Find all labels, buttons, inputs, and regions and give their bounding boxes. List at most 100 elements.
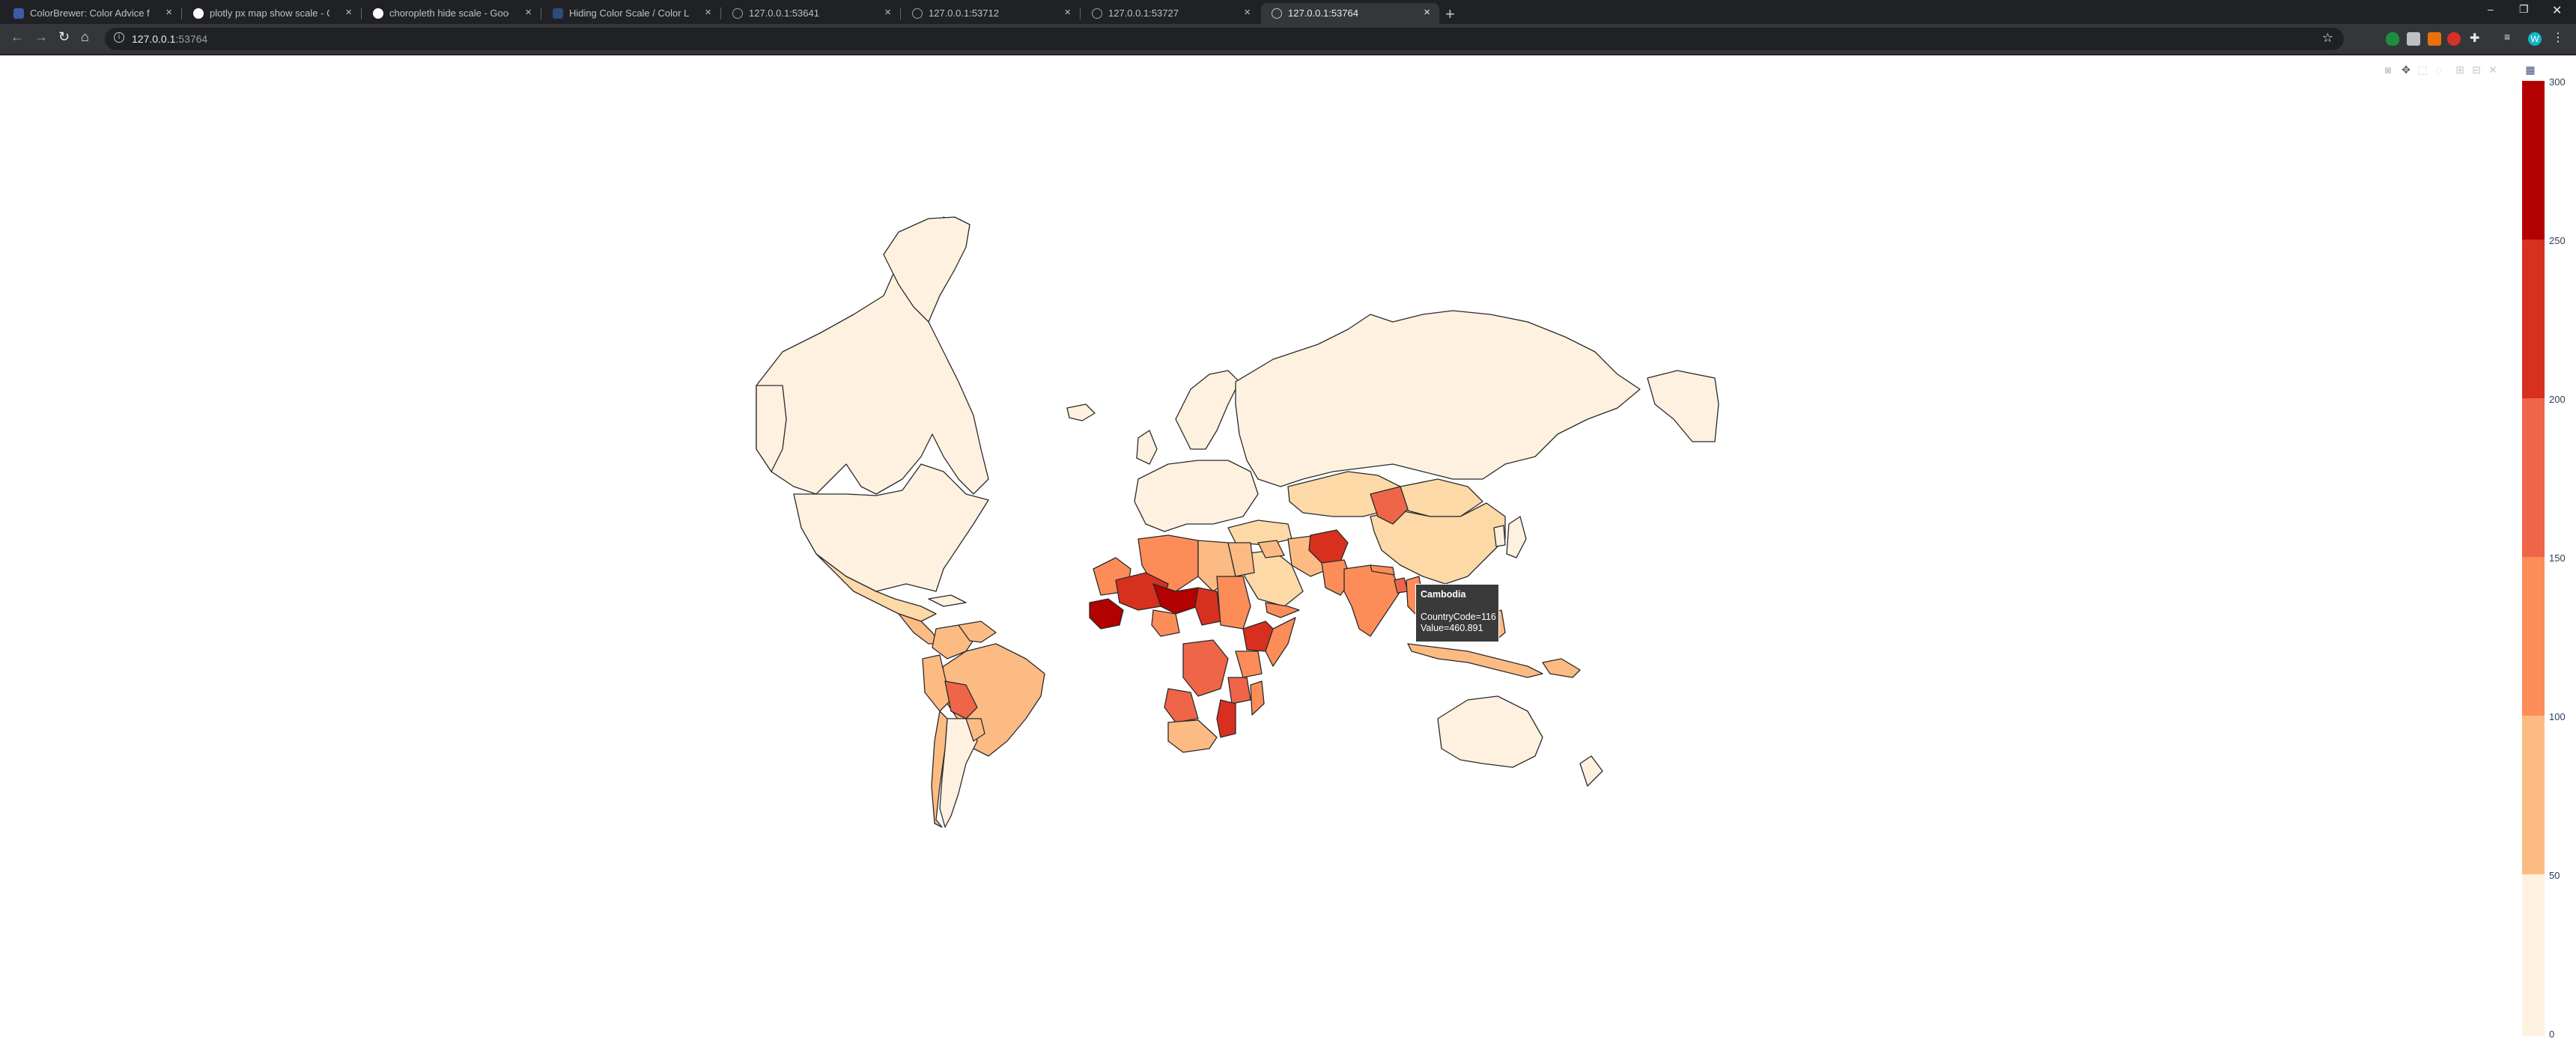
zoom-in-icon[interactable]: ⊞ xyxy=(2455,64,2464,76)
country-russia[interactable] xyxy=(1235,310,1641,487)
country-chukotka[interactable] xyxy=(1647,370,1719,442)
tab-title: plotly px map show scale - Goog... xyxy=(210,7,329,19)
close-tab-icon[interactable]: × xyxy=(1244,6,1251,19)
country-paraguay[interactable] xyxy=(965,718,985,742)
close-tab-icon[interactable]: × xyxy=(705,6,711,19)
lasso-select-icon[interactable]: ◌ xyxy=(2435,64,2443,76)
country-angola[interactable] xyxy=(1164,688,1199,723)
reset-view-icon[interactable]: ✕ xyxy=(2488,64,2497,76)
globe-icon xyxy=(1272,8,1282,19)
country-alaska[interactable] xyxy=(756,385,787,472)
address-bar[interactable]: i 127.0.0.1:53764 ☆ xyxy=(105,28,2344,50)
country-mozambique[interactable] xyxy=(1216,699,1236,738)
media-control-icon[interactable]: ≡ xyxy=(2504,31,2511,43)
country-chad[interactable] xyxy=(1194,587,1221,626)
country-papua[interactable] xyxy=(1542,658,1581,678)
close-tab-icon[interactable]: × xyxy=(345,6,352,19)
browser-tab-active[interactable]: 127.0.0.1:53764 × xyxy=(1261,3,1439,24)
country-korea[interactable] xyxy=(1493,525,1506,547)
browser-tab[interactable]: 127.0.0.1:53641 × xyxy=(722,3,901,24)
hover-tooltip: Cambodia CountryCode=116 Value=460.891 xyxy=(1415,584,1499,642)
browser-menu-icon[interactable]: ⋮ xyxy=(2552,31,2564,44)
shield-extension-icon[interactable] xyxy=(2386,32,2399,46)
reload-button[interactable]: ↻ xyxy=(58,29,70,44)
puzzle-extensions-icon[interactable]: ✚ xyxy=(2470,32,2480,45)
country-turkey[interactable] xyxy=(1227,520,1292,546)
profile-avatar[interactable]: W xyxy=(2528,32,2542,46)
country-drc[interactable] xyxy=(1182,639,1229,697)
globe-icon xyxy=(1092,8,1102,19)
country-nigeria[interactable] xyxy=(1151,609,1180,637)
plotly-community-favicon-icon xyxy=(553,8,563,19)
camera-icon[interactable]: ◙ xyxy=(2384,64,2392,76)
country-egypt[interactable] xyxy=(1227,542,1255,577)
close-tab-icon[interactable]: × xyxy=(165,6,172,19)
globe-icon xyxy=(732,8,743,19)
globe-icon xyxy=(912,8,923,19)
colorbar-tick: 50 xyxy=(2549,870,2560,881)
browser-tab[interactable]: 127.0.0.1:53712 × xyxy=(902,3,1081,24)
back-button[interactable]: ← xyxy=(10,29,24,44)
close-tab-icon[interactable]: × xyxy=(525,6,532,19)
browser-tab[interactable]: choropleth hide scale - Google S... × xyxy=(362,3,541,24)
country-greenland[interactable] xyxy=(883,216,970,323)
country-kenya[interactable] xyxy=(1235,651,1263,678)
country-scandinavia[interactable] xyxy=(1175,370,1240,450)
country-uk[interactable] xyxy=(1136,430,1158,465)
country-madagascar[interactable] xyxy=(1250,680,1265,716)
country-iraq[interactable] xyxy=(1257,540,1285,558)
close-tab-icon[interactable]: × xyxy=(1064,6,1071,19)
close-tab-icon[interactable]: × xyxy=(884,6,891,19)
box-select-icon[interactable]: ⬚ xyxy=(2417,64,2428,76)
country-japan[interactable] xyxy=(1506,516,1527,558)
minimize-button[interactable]: – xyxy=(2488,3,2494,15)
country-nepal[interactable] xyxy=(1370,564,1395,576)
restore-button[interactable]: ❐ xyxy=(2519,3,2529,15)
country-india[interactable] xyxy=(1343,564,1401,637)
browser-tab[interactable]: plotly px map show scale - Goog... × xyxy=(183,3,362,24)
country-bangladesh[interactable] xyxy=(1394,577,1409,594)
country-europe-west[interactable] xyxy=(1134,460,1259,532)
country-mongolia[interactable] xyxy=(1400,478,1483,517)
country-somalia[interactable] xyxy=(1265,617,1296,667)
plotly-logo-icon[interactable]: ▦ xyxy=(2525,64,2536,76)
country-australia[interactable] xyxy=(1437,695,1543,768)
country-indonesia[interactable] xyxy=(1407,643,1543,678)
new-tab-button[interactable]: + xyxy=(1445,4,1455,23)
chrome-extension-icon[interactable] xyxy=(2447,32,2461,46)
country-sudan[interactable] xyxy=(1216,576,1251,630)
tooltip-country-name: Cambodia xyxy=(1421,589,1466,600)
country-cuba[interactable] xyxy=(928,594,967,607)
google-favicon-icon xyxy=(193,8,204,19)
pan-icon[interactable]: ✥ xyxy=(2402,64,2411,76)
country-yemen[interactable] xyxy=(1265,602,1300,618)
close-window-button[interactable]: ✕ xyxy=(2552,4,2563,17)
country-mexico[interactable] xyxy=(815,553,937,622)
country-bolivia[interactable] xyxy=(944,680,978,719)
zoom-out-icon[interactable]: ⊟ xyxy=(2472,64,2481,76)
document-extension-icon[interactable] xyxy=(2407,32,2420,46)
country-chile[interactable] xyxy=(931,710,948,828)
choropleth-map[interactable] xyxy=(0,55,2576,1048)
country-iceland[interactable] xyxy=(1066,403,1096,421)
extension-icon[interactable] xyxy=(2428,32,2441,46)
country-new-zealand[interactable] xyxy=(1579,755,1603,787)
site-info-icon[interactable]: i xyxy=(114,32,124,43)
country-china[interactable] xyxy=(1370,502,1506,585)
tab-bar: ColorBrewer: Color Advice for M... × plo… xyxy=(0,0,2576,24)
browser-tab[interactable]: Hiding Color Scale / Color Legen... × xyxy=(542,3,721,24)
colorbar-bin-250-300 xyxy=(2522,81,2545,240)
country-venezuela[interactable] xyxy=(958,621,997,643)
bookmark-star-icon[interactable]: ☆ xyxy=(2321,31,2333,45)
browser-tab[interactable]: 127.0.0.1:53727 × xyxy=(1081,3,1260,24)
tab-title: 127.0.0.1:53727 xyxy=(1108,7,1179,19)
home-button[interactable]: ⌂ xyxy=(81,29,89,44)
region-china-west[interactable] xyxy=(1370,486,1409,525)
country-west-africa[interactable] xyxy=(1089,598,1124,630)
forward-button[interactable]: → xyxy=(34,29,48,44)
country-southern-africa[interactable] xyxy=(1167,719,1218,753)
close-tab-icon[interactable]: × xyxy=(1424,6,1430,19)
country-tanzania[interactable] xyxy=(1227,677,1251,704)
tab-separator xyxy=(900,7,901,19)
browser-tab[interactable]: ColorBrewer: Color Advice for M... × xyxy=(3,3,182,24)
